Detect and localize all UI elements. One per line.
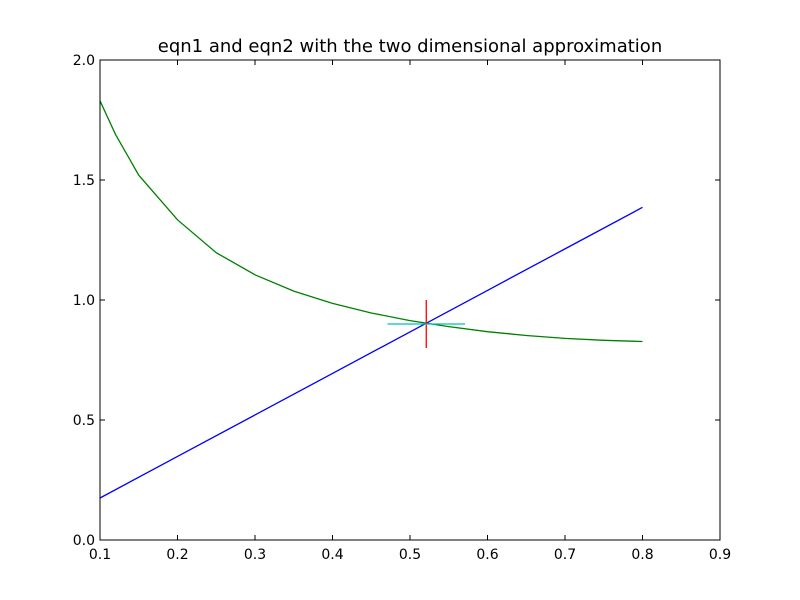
y-tick-label: 1.0 [73,293,95,309]
series-layer [99,100,643,499]
x-tick-label: 0.8 [631,547,653,563]
plot-background [100,60,720,540]
x-tick-label: 0.2 [166,547,188,563]
y-tick-label: 2.0 [73,53,95,69]
series-line-1 [99,206,643,499]
y-tick-label: 0.5 [73,413,95,429]
tick-layer: 0.1 0.2 0.3 0.4 0.5 0.6 0.7 0.8 0.9 0.0 0.5 1.0 1.5 2… [73,53,731,563]
x-tick-label: 0.3 [244,547,266,563]
x-tick-label: 0.6 [476,547,498,563]
plot-frame [99,59,721,541]
x-tick-label: 0.7 [554,547,576,563]
chart-title: eqn1 and eqn2 with the two dimensional a… [158,36,662,57]
x-tick-label: 0.1 [89,547,111,563]
y-tick-label: 0.0 [73,533,95,549]
x-tick-label: 0.9 [709,547,731,563]
x-tick-label: 0.4 [321,547,343,563]
x-tick-label: 0.5 [399,547,421,563]
y-tick-label: 1.5 [73,173,95,189]
series-line-2 [99,100,643,343]
